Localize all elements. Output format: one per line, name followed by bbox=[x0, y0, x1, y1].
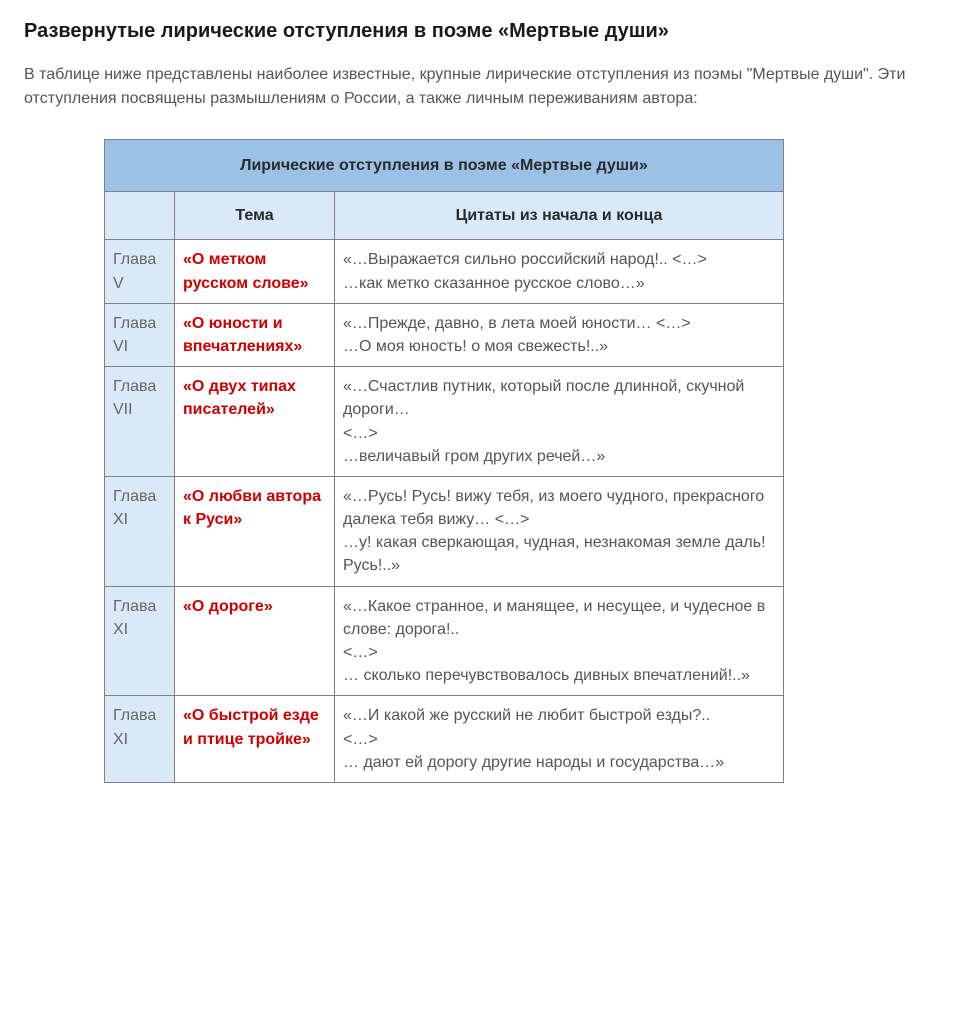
table-title-cell: Лирические отступления в поэме «Мертвые … bbox=[105, 140, 784, 192]
quote-cell: «…Счастлив путник, который после длинной… bbox=[335, 367, 784, 477]
quote-cell: «…Русь! Русь! вижу тебя, из моего чудног… bbox=[335, 476, 784, 586]
table-title-row: Лирические отступления в поэме «Мертвые … bbox=[105, 140, 784, 192]
theme-cell: «О метком русском слове» bbox=[175, 240, 335, 303]
theme-cell: «О двух типах писателей» bbox=[175, 367, 335, 477]
theme-cell: «О дороге» bbox=[175, 586, 335, 696]
table-header-row: Тема Цитаты из начала и конца bbox=[105, 192, 784, 240]
table-row: Глава XI «О любви автора к Руси» «…Русь!… bbox=[105, 476, 784, 586]
chapter-cell: Глава VII bbox=[105, 367, 175, 477]
col-quote: Цитаты из начала и конца bbox=[335, 192, 784, 240]
table-row: Глава XI «О дороге» «…Какое странное, и … bbox=[105, 586, 784, 696]
table-row: Глава XI «О быстрой езде и птице тройке»… bbox=[105, 696, 784, 783]
col-theme: Тема bbox=[175, 192, 335, 240]
quote-cell: «…Какое странное, и манящее, и несущее, … bbox=[335, 586, 784, 696]
digressions-table: Лирические отступления в поэме «Мертвые … bbox=[104, 139, 784, 783]
chapter-cell: Глава V bbox=[105, 240, 175, 303]
theme-link[interactable]: «О быстрой езде и птице тройке» bbox=[183, 707, 319, 747]
table-row: Глава V «О метком русском слове» «…Выраж… bbox=[105, 240, 784, 303]
table-container: Лирические отступления в поэме «Мертвые … bbox=[24, 139, 932, 783]
theme-link[interactable]: «О двух типах писателей» bbox=[183, 378, 296, 418]
chapter-cell: Глава VI bbox=[105, 303, 175, 366]
table-row: Глава VII «О двух типах писателей» «…Сча… bbox=[105, 367, 784, 477]
theme-cell: «О юности и впечатлениях» bbox=[175, 303, 335, 366]
theme-link[interactable]: «О метком русском слове» bbox=[183, 251, 309, 291]
table-row: Глава VI «О юности и впечатлениях» «…Пре… bbox=[105, 303, 784, 366]
chapter-cell: Глава XI bbox=[105, 586, 175, 696]
theme-cell: «О быстрой езде и птице тройке» bbox=[175, 696, 335, 783]
quote-cell: «…И какой же русский не любит быстрой ез… bbox=[335, 696, 784, 783]
quote-cell: «…Выражается сильно российский народ!.. … bbox=[335, 240, 784, 303]
page-heading: Развернутые лирические отступления в поэ… bbox=[24, 20, 932, 43]
chapter-cell: Глава XI bbox=[105, 696, 175, 783]
theme-link[interactable]: «О дороге» bbox=[183, 598, 273, 615]
intro-paragraph: В таблице ниже представлены наиболее изв… bbox=[24, 63, 932, 111]
quote-cell: «…Прежде, давно, в лета моей юности… <…>… bbox=[335, 303, 784, 366]
theme-link[interactable]: «О любви автора к Руси» bbox=[183, 488, 321, 528]
theme-cell: «О любви автора к Руси» bbox=[175, 476, 335, 586]
chapter-cell: Глава XI bbox=[105, 476, 175, 586]
col-blank bbox=[105, 192, 175, 240]
theme-link[interactable]: «О юности и впечатлениях» bbox=[183, 315, 302, 355]
